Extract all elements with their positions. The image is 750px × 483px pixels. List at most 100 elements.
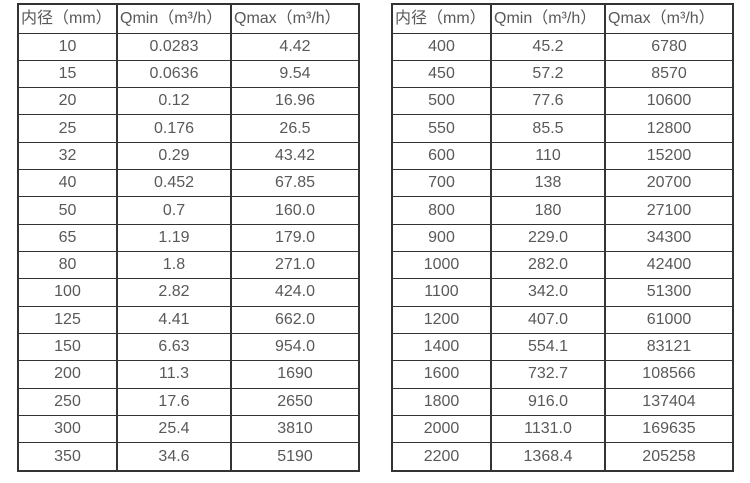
table-cell: 0.12	[116, 87, 232, 116]
table-cell: 1000	[391, 250, 492, 280]
table-cell: 11.3	[116, 360, 232, 389]
table-cell: 15200	[604, 141, 734, 171]
table-body: 10 0.0283 4.42 15 0.0636 9.54 20 0.12 16.96 25 0.1…	[17, 32, 360, 472]
table-cell: 900	[391, 223, 492, 253]
table-cell: 16.96	[230, 87, 360, 116]
table-row: 150 6.63 954.0	[17, 332, 360, 362]
header-row: 内径（mm） Qmin（m³/h） Qmax（m³/h）	[17, 3, 360, 34]
table-cell: 169635	[604, 414, 734, 444]
table-cell: 6.63	[116, 332, 232, 362]
col-header-qmax: Qmax（m³/h）	[604, 3, 734, 34]
table-row: 80 1.8 271.0	[17, 250, 360, 280]
table-cell: 180	[490, 196, 606, 225]
table-cell: 554.1	[490, 332, 606, 362]
col-header-qmax: Qmax（m³/h）	[230, 3, 360, 34]
table-cell: 34300	[604, 223, 734, 253]
table-cell: 61000	[604, 305, 734, 334]
table-cell: 57.2	[490, 59, 606, 89]
table-cell: 83121	[604, 332, 734, 362]
table-cell: 1200	[391, 305, 492, 334]
table-cell: 17.6	[116, 387, 232, 416]
table-cell: 110	[490, 141, 606, 171]
table-cell: 20700	[604, 169, 734, 198]
spec-table-small-diameters: 内径（mm） Qmin（m³/h） Qmax（m³/h） 10 0.0283 4.4…	[17, 3, 360, 472]
table-cell: 450	[391, 59, 492, 89]
table-row: 10 0.0283 4.42	[17, 32, 360, 61]
table-cell: 0.176	[116, 114, 232, 143]
table-row: 400 45.2 6780	[391, 32, 734, 61]
table-cell: 2.82	[116, 278, 232, 307]
table-cell: 229.0	[490, 223, 606, 253]
table-cell: 800	[391, 196, 492, 225]
table-row: 350 34.6 5190	[17, 442, 360, 472]
spec-table-large-diameters: 内径（mm） Qmin（m³/h） Qmax（m³/h） 400 45.2 6780…	[391, 3, 734, 472]
table-cell: 2000	[391, 414, 492, 444]
table-cell: 10	[17, 32, 118, 61]
header-row: 内径（mm） Qmin（m³/h） Qmax（m³/h）	[391, 3, 734, 34]
table-row: 500 77.6 10600	[391, 87, 734, 116]
table-cell: 550	[391, 114, 492, 143]
table-cell: 205258	[604, 442, 734, 472]
table-row: 1400 554.1 83121	[391, 332, 734, 362]
table-cell: 2200	[391, 442, 492, 472]
table-cell: 662.0	[230, 305, 360, 334]
table-cell: 80	[17, 250, 118, 280]
table-row: 1800 916.0 137404	[391, 387, 734, 416]
col-header-diameter: 内径（mm）	[391, 3, 492, 34]
table-cell: 100	[17, 278, 118, 307]
table-row: 600 110 15200	[391, 141, 734, 171]
table-cell: 4.42	[230, 32, 360, 61]
table-row: 1200 407.0 61000	[391, 305, 734, 334]
table-row: 300 25.4 3810	[17, 414, 360, 444]
table-cell: 32	[17, 141, 118, 171]
table-cell: 125	[17, 305, 118, 334]
table-cell: 20	[17, 87, 118, 116]
table-cell: 9.54	[230, 59, 360, 89]
table-cell: 179.0	[230, 223, 360, 253]
table-row: 2200 1368.4 205258	[391, 442, 734, 472]
table-row: 125 4.41 662.0	[17, 305, 360, 334]
table-row: 1600 732.7 108566	[391, 360, 734, 389]
table-cell: 51300	[604, 278, 734, 307]
table-cell: 407.0	[490, 305, 606, 334]
table-cell: 15	[17, 59, 118, 89]
table-row: 1000 282.0 42400	[391, 250, 734, 280]
table-cell: 45.2	[490, 32, 606, 61]
table-cell: 2650	[230, 387, 360, 416]
table-row: 2000 1131.0 169635	[391, 414, 734, 444]
table-cell: 400	[391, 32, 492, 61]
table-row: 700 138 20700	[391, 169, 734, 198]
table-cell: 700	[391, 169, 492, 198]
table-cell: 65	[17, 223, 118, 253]
col-header-qmin: Qmin（m³/h）	[490, 3, 606, 34]
table-cell: 0.29	[116, 141, 232, 171]
table-row: 200 11.3 1690	[17, 360, 360, 389]
table-cell: 42400	[604, 250, 734, 280]
table-cell: 600	[391, 141, 492, 171]
table-cell: 160.0	[230, 196, 360, 225]
table-cell: 3810	[230, 414, 360, 444]
table-row: 250 17.6 2650	[17, 387, 360, 416]
table-row: 40 0.452 67.85	[17, 169, 360, 198]
table-row: 65 1.19 179.0	[17, 223, 360, 253]
table-cell: 350	[17, 442, 118, 472]
table-cell: 77.6	[490, 87, 606, 116]
table-cell: 271.0	[230, 250, 360, 280]
table-cell: 1800	[391, 387, 492, 416]
table-cell: 1131.0	[490, 414, 606, 444]
table-cell: 43.42	[230, 141, 360, 171]
table-row: 25 0.176 26.5	[17, 114, 360, 143]
table-cell: 0.0283	[116, 32, 232, 61]
col-header-qmin: Qmin（m³/h）	[116, 3, 232, 34]
table-cell: 1100	[391, 278, 492, 307]
table-cell: 250	[17, 387, 118, 416]
table-cell: 4.41	[116, 305, 232, 334]
table-cell: 26.5	[230, 114, 360, 143]
table-cell: 954.0	[230, 332, 360, 362]
table-cell: 282.0	[490, 250, 606, 280]
table-cell: 50	[17, 196, 118, 225]
table-cell: 500	[391, 87, 492, 116]
table-row: 50 0.7 160.0	[17, 196, 360, 225]
table-cell: 25.4	[116, 414, 232, 444]
